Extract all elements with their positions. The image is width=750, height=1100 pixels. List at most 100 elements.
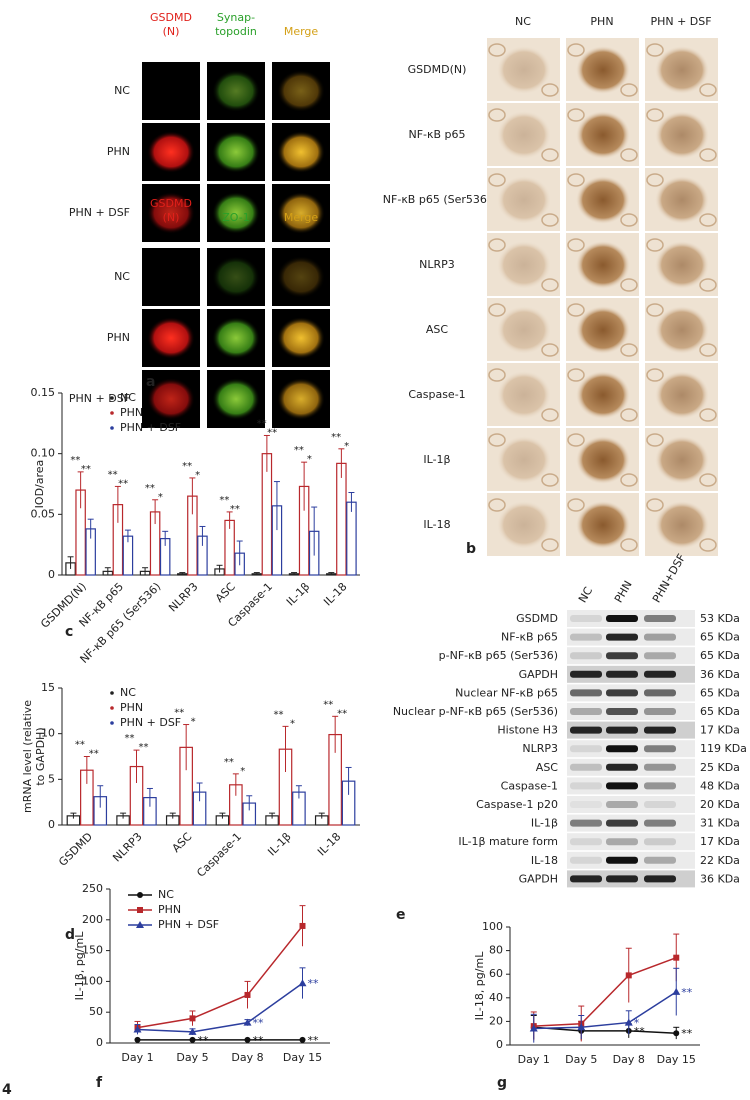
blot-band [644, 726, 676, 734]
x-tick-label: Day 8 [231, 1051, 263, 1064]
column-header: PHN + DSF [650, 15, 711, 28]
blot-band [606, 615, 638, 622]
glomerulus [212, 256, 260, 298]
glomerulus [655, 306, 709, 354]
significance: * [240, 766, 245, 777]
point [189, 1015, 196, 1022]
legend-label: PHN + DSF [120, 716, 181, 729]
significance: ** [308, 1034, 320, 1047]
glomerulus [212, 317, 260, 359]
protein-label: Histone H3 [497, 724, 558, 737]
legend-marker [110, 411, 114, 415]
significance: * [158, 492, 163, 503]
point [134, 1036, 141, 1043]
significance: * [195, 470, 200, 481]
tubule [488, 433, 506, 447]
tubule [646, 108, 664, 122]
significance: ** [182, 461, 192, 472]
significance: * [290, 718, 295, 729]
point [672, 987, 681, 995]
blot-band [570, 670, 602, 678]
blot-band [570, 652, 602, 660]
point [244, 1036, 251, 1043]
blot-band [606, 838, 638, 846]
tubule [488, 108, 506, 122]
significance: ** [681, 986, 693, 999]
significance: ** [174, 708, 184, 719]
panel-label: e [396, 907, 406, 923]
x-tick-label: Caspase-1 [194, 830, 244, 880]
x-tick-label: Day 1 [518, 1053, 550, 1066]
x-tick-label: Day 15 [657, 1053, 696, 1066]
tubule [567, 433, 585, 447]
column-header: topodin [215, 25, 257, 38]
tubule [699, 213, 717, 227]
significance: ** [308, 977, 320, 990]
blot-band [644, 615, 676, 622]
x-tick-label: ASC [213, 580, 238, 605]
y-tick-label: 60 [489, 967, 503, 980]
glomerulus [497, 371, 551, 419]
blot-band [606, 782, 638, 790]
column-header: (N) [163, 211, 180, 224]
significance: ** [257, 418, 267, 429]
glomerulus [576, 306, 630, 354]
legend-label: NC [120, 686, 136, 699]
glomerulus [497, 501, 551, 549]
x-tick-label: GSDMD [56, 830, 95, 869]
lane-header: PHN+DSF [650, 552, 688, 605]
blot-strip [567, 796, 695, 813]
significance: ** [634, 1025, 646, 1038]
glomerulus [655, 501, 709, 549]
point [673, 954, 680, 961]
tubule [699, 83, 717, 97]
tubule [488, 498, 506, 512]
protein-label: Caspase-1 p20 [476, 798, 558, 811]
tubule [541, 473, 559, 487]
legend-label: PHN + DSF [120, 421, 181, 434]
protein-label: GAPDH [519, 668, 558, 681]
blot-band [644, 782, 676, 790]
significance: ** [274, 709, 284, 720]
row-label: NC [114, 270, 130, 283]
blot-band [606, 763, 638, 771]
significance: ** [219, 495, 229, 506]
column-header: Synap- [217, 11, 255, 24]
tubule [567, 238, 585, 252]
y-axis-label: IL-18, pg/mL [473, 951, 486, 1021]
tubule [620, 538, 638, 552]
tubule [699, 148, 717, 162]
y-tick-label: 50 [89, 1005, 103, 1018]
tubule [541, 83, 559, 97]
y-tick-label: 80 [489, 944, 503, 957]
significance: ** [89, 749, 99, 760]
x-tick-label: IL-1β [284, 580, 312, 608]
significance: ** [70, 455, 80, 466]
tubule [699, 278, 717, 292]
glomerulus [212, 131, 260, 173]
blot-band [606, 801, 638, 808]
blot-band [606, 689, 638, 697]
protein-label: GSDMD [516, 612, 558, 625]
row-label: NF-κB p65 (Ser536) [383, 193, 491, 206]
blot-band [644, 801, 676, 808]
row-label: Caspase-1 [408, 388, 465, 401]
tubule [541, 538, 559, 552]
size-label: 65 KDa [700, 686, 740, 699]
glomerulus [277, 378, 325, 420]
protein-label: NLRP3 [522, 742, 558, 755]
glomerulus [147, 378, 195, 420]
significance: ** [253, 1034, 265, 1047]
significance: ** [267, 427, 277, 438]
x-tick-label: Day 5 [176, 1051, 208, 1064]
protein-label: p-NF-κB p65 (Ser536) [439, 649, 558, 662]
column-header: GSDMD [150, 197, 192, 210]
y-tick-label: 0.10 [31, 447, 56, 460]
size-label: 48 KDa [700, 779, 740, 792]
blot-band [644, 763, 676, 771]
x-tick-label: Day 5 [565, 1053, 597, 1066]
blot-band [570, 615, 602, 622]
x-tick-label: Day 1 [121, 1051, 153, 1064]
y-axis-label: to GAPDH) [34, 727, 47, 785]
